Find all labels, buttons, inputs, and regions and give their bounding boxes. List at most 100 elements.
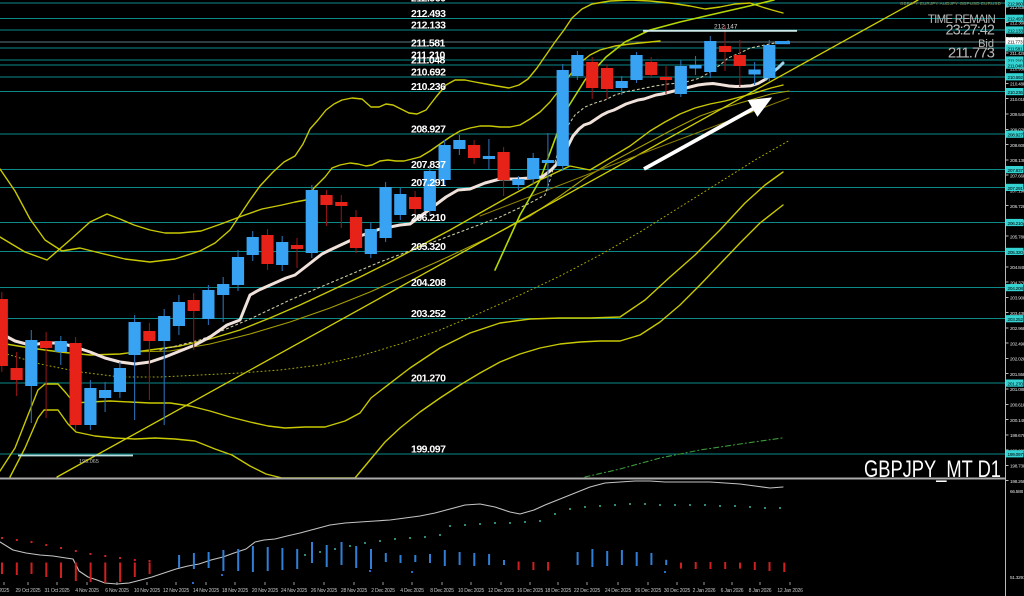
svg-text:200.148: 200.148 xyxy=(1010,418,1024,423)
svg-text:204.208: 204.208 xyxy=(411,277,446,289)
svg-text:211.428: 211.428 xyxy=(1010,51,1024,56)
svg-text:12 Nov 2025: 12 Nov 2025 xyxy=(163,588,190,594)
svg-text:207.198: 207.198 xyxy=(1010,189,1024,194)
svg-text:203.252: 203.252 xyxy=(411,308,446,320)
svg-text:24 Dec 2025: 24 Dec 2025 xyxy=(605,588,632,594)
svg-text:18 Nov 2025: 18 Nov 2025 xyxy=(222,588,249,594)
svg-text:16 Dec 2025: 16 Dec 2025 xyxy=(517,588,544,594)
svg-text:203.252: 203.252 xyxy=(1008,317,1024,322)
svg-text:4 Dec 2025: 4 Dec 2025 xyxy=(400,588,424,594)
svg-text:201.270: 201.270 xyxy=(411,373,446,385)
svg-text:202.498: 202.498 xyxy=(1010,341,1024,346)
svg-text:206.210: 206.210 xyxy=(1008,221,1024,226)
svg-text:210.236: 210.236 xyxy=(1008,90,1024,95)
svg-text:201.088: 201.088 xyxy=(1010,387,1024,392)
svg-text:20 Nov 2025: 20 Nov 2025 xyxy=(252,588,279,594)
svg-text:210.018: 210.018 xyxy=(1010,97,1024,102)
svg-text:210.958: 210.958 xyxy=(1010,66,1024,71)
svg-text:6 Nov 2025: 6 Nov 2025 xyxy=(105,588,129,594)
svg-text:210.692: 210.692 xyxy=(1008,75,1024,80)
svg-text:211.210: 211.210 xyxy=(1008,58,1023,63)
svg-text:198.268: 198.268 xyxy=(1010,479,1024,484)
svg-text:208.138: 208.138 xyxy=(1010,158,1024,163)
svg-text:2025: 2025 xyxy=(0,588,10,594)
svg-text:208.608: 208.608 xyxy=(1010,143,1024,148)
svg-text:212.133: 212.133 xyxy=(411,20,446,32)
svg-text:6 Jan 2026: 6 Jan 2026 xyxy=(721,588,744,594)
svg-text:206.728: 206.728 xyxy=(1010,204,1024,209)
svg-text:207.668: 207.668 xyxy=(1010,173,1024,178)
svg-text:207.837: 207.837 xyxy=(411,159,446,171)
svg-text:211.048: 211.048 xyxy=(411,55,446,67)
svg-text:18 Dec 2025: 18 Dec 2025 xyxy=(545,588,572,594)
svg-text:10 Nov 2025: 10 Nov 2025 xyxy=(134,588,161,594)
svg-text:4 Nov 2025: 4 Nov 2025 xyxy=(75,588,99,594)
svg-text:210.692: 210.692 xyxy=(411,66,446,78)
svg-text:203.438: 203.438 xyxy=(1010,311,1024,316)
svg-text:209.078: 209.078 xyxy=(1010,128,1024,133)
svg-text:202.968: 202.968 xyxy=(1010,326,1024,331)
svg-text:199.065: 199.065 xyxy=(79,459,99,465)
svg-text:Bid: Bid xyxy=(978,38,994,50)
svg-text:8 Jan 2026: 8 Jan 2026 xyxy=(749,588,772,594)
svg-text:66.588: 66.588 xyxy=(1010,489,1023,494)
svg-text:203.908: 203.908 xyxy=(1010,296,1024,301)
svg-text:199.097: 199.097 xyxy=(411,443,446,455)
svg-text:207.291: 207.291 xyxy=(411,177,446,189)
svg-text:204.208: 204.208 xyxy=(1008,286,1024,291)
svg-text:205.788: 205.788 xyxy=(1010,234,1024,239)
svg-text:10 Dec 2025: 10 Dec 2025 xyxy=(458,588,485,594)
svg-text:208.927: 208.927 xyxy=(1008,133,1024,138)
svg-text:26 Nov 2025: 26 Nov 2025 xyxy=(311,588,338,594)
svg-text:210.236: 210.236 xyxy=(411,81,446,93)
svg-text:212.960: 212.960 xyxy=(411,0,446,5)
svg-text:201.270: 201.270 xyxy=(1008,382,1024,387)
svg-text:212.133: 212.133 xyxy=(1008,28,1024,33)
svg-text:209.548: 209.548 xyxy=(1010,112,1024,117)
svg-text:212.147: 212.147 xyxy=(714,23,738,30)
svg-text:2 Jan 2026: 2 Jan 2026 xyxy=(693,588,716,594)
svg-text:211.773: 211.773 xyxy=(1008,39,1023,44)
svg-text:207.291: 207.291 xyxy=(1008,186,1024,191)
svg-text:205.320: 205.320 xyxy=(1008,250,1024,255)
svg-text:GBPJPY EURJPY AUDJPY GBP: GBPJPY EURJPY AUDJPY GBPUSD EURUSD xyxy=(900,1,1002,6)
svg-text:207.837: 207.837 xyxy=(1008,168,1024,173)
svg-text:199.097: 199.097 xyxy=(1008,452,1024,457)
svg-text:198.738: 198.738 xyxy=(1010,464,1024,469)
svg-text:212.368: 212.368 xyxy=(1010,21,1024,26)
svg-text:51.3291: 51.3291 xyxy=(1010,575,1024,580)
svg-text:212.493: 212.493 xyxy=(1008,17,1024,22)
svg-text:26 Dec 2025: 26 Dec 2025 xyxy=(635,588,662,594)
svg-text:211.581: 211.581 xyxy=(411,37,446,49)
svg-text:211.773: 211.773 xyxy=(948,45,995,62)
svg-text:31 Oct 2025: 31 Oct 2025 xyxy=(44,588,69,594)
svg-text:12 Jan 2026: 12 Jan 2026 xyxy=(777,588,803,594)
svg-text:30 Dec 2025: 30 Dec 2025 xyxy=(664,588,691,594)
svg-text:22 Dec 2025: 22 Dec 2025 xyxy=(574,588,601,594)
svg-text:2 Dec 2025: 2 Dec 2025 xyxy=(371,588,395,594)
svg-text:212.838: 212.838 xyxy=(1010,5,1024,10)
svg-text:204.378: 204.378 xyxy=(1010,280,1024,285)
svg-text:199.678: 199.678 xyxy=(1010,433,1024,438)
svg-text:212.960: 212.960 xyxy=(1008,2,1024,7)
svg-text:204.848: 204.848 xyxy=(1010,265,1024,270)
svg-text:211.581: 211.581 xyxy=(1008,46,1023,51)
svg-text:12 Dec 2025: 12 Dec 2025 xyxy=(488,588,515,594)
svg-text:208.927: 208.927 xyxy=(411,124,446,136)
svg-text:205.320: 205.320 xyxy=(411,241,446,253)
svg-text:8 Dec 2025: 8 Dec 2025 xyxy=(430,588,454,594)
svg-text:201.558: 201.558 xyxy=(1010,372,1024,377)
svg-text:212.493: 212.493 xyxy=(411,8,446,20)
svg-text:29 Oct 2025: 29 Oct 2025 xyxy=(15,588,40,594)
svg-text:14 Nov 2025: 14 Nov 2025 xyxy=(193,588,220,594)
svg-text:TIME REMAIN: TIME REMAIN xyxy=(928,14,996,26)
svg-text:28 Nov 2025: 28 Nov 2025 xyxy=(341,588,368,594)
svg-text:23:27:42: 23:27:42 xyxy=(946,23,995,39)
svg-text:200.618: 200.618 xyxy=(1010,403,1024,408)
svg-text:206.210: 206.210 xyxy=(411,212,446,224)
svg-text:211.210: 211.210 xyxy=(411,50,446,62)
svg-text:24 Nov 2025: 24 Nov 2025 xyxy=(281,588,308,594)
svg-text:210.488: 210.488 xyxy=(1010,82,1024,87)
svg-text:211.048: 211.048 xyxy=(1008,64,1023,69)
svg-text:202.028: 202.028 xyxy=(1010,357,1024,362)
